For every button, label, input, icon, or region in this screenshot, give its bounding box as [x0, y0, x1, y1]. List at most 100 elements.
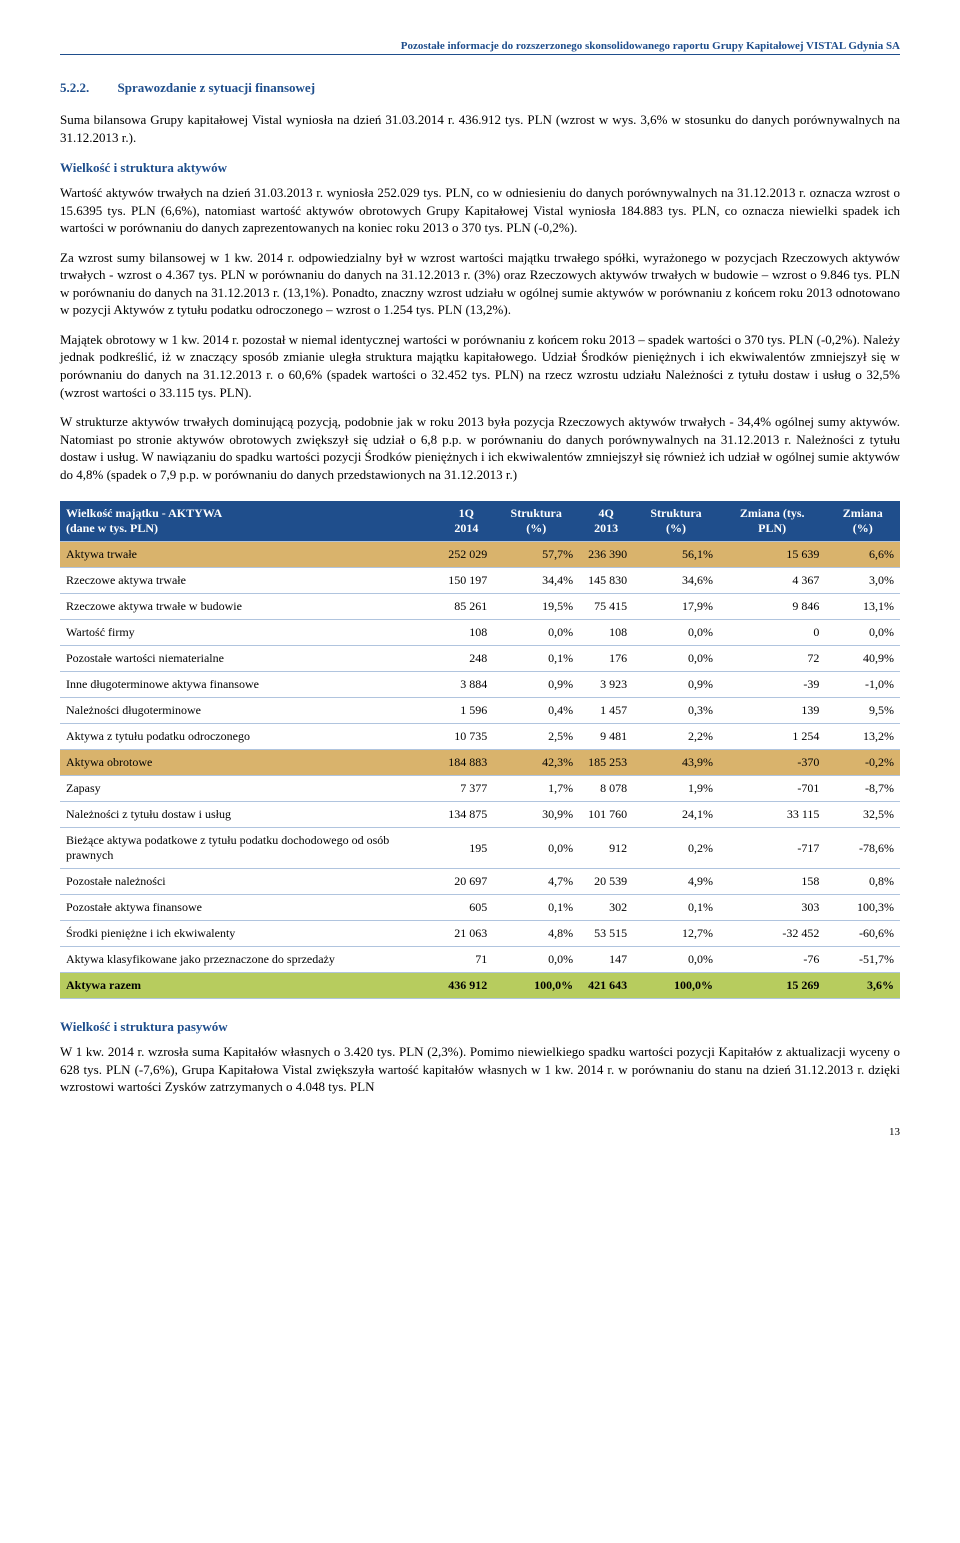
table-cell: 134 875	[439, 802, 493, 828]
table-cell: 0,0%	[493, 620, 579, 646]
th-struct2: Struktura (%)	[633, 501, 719, 542]
table-cell: 436 912	[439, 973, 493, 999]
table-cell: 176	[579, 646, 633, 672]
section-title: 5.2.2. Sprawozdanie z sytuacji finansowe…	[60, 80, 900, 96]
table-cell: 32,5%	[825, 802, 900, 828]
table-cell: 248	[439, 646, 493, 672]
table-cell: -370	[719, 750, 825, 776]
table-row: Aktywa klasyfikowane jako przeznaczone d…	[60, 947, 900, 973]
table-cell: -32 452	[719, 921, 825, 947]
table-cell: 34,6%	[633, 568, 719, 594]
para-5: W strukturze aktywów trwałych dominującą…	[60, 413, 900, 483]
table-cell: Pozostałe należności	[60, 869, 439, 895]
table-cell: Wartość firmy	[60, 620, 439, 646]
table-cell: Inne długoterminowe aktywa finansowe	[60, 672, 439, 698]
table-cell: 303	[719, 895, 825, 921]
table-cell: 252 029	[439, 542, 493, 568]
table-cell: 0,9%	[493, 672, 579, 698]
table-cell: 40,9%	[825, 646, 900, 672]
table-cell: Aktywa obrotowe	[60, 750, 439, 776]
th-4q2013: 4Q 2013	[579, 501, 633, 542]
page-number: 13	[60, 1126, 900, 1138]
table-header-row: Wielkość majątku - AKTYWA (dane w tys. P…	[60, 501, 900, 542]
table-cell: 4,7%	[493, 869, 579, 895]
table-cell: -39	[719, 672, 825, 698]
table-cell: 13,2%	[825, 724, 900, 750]
table-cell: 3,6%	[825, 973, 900, 999]
table-cell: Aktywa trwałe	[60, 542, 439, 568]
table-cell: Rzeczowe aktywa trwałe	[60, 568, 439, 594]
subhead-liabilities: Wielkość i struktura pasywów	[60, 1019, 900, 1035]
table-cell: 100,0%	[493, 973, 579, 999]
table-cell: 0,1%	[493, 646, 579, 672]
table-cell: 1,7%	[493, 776, 579, 802]
section-heading: Sprawozdanie z sytuacji finansowej	[118, 80, 316, 95]
table-row: Rzeczowe aktywa trwałe150 19734,4%145 83…	[60, 568, 900, 594]
table-cell: Rzeczowe aktywa trwałe w budowie	[60, 594, 439, 620]
table-cell: 0,0%	[633, 646, 719, 672]
th-struct1: Struktura (%)	[493, 501, 579, 542]
table-cell: Pozostałe wartości niematerialne	[60, 646, 439, 672]
table-cell: 0,0%	[633, 620, 719, 646]
table-cell: -51,7%	[825, 947, 900, 973]
table-cell: Aktywa klasyfikowane jako przeznaczone d…	[60, 947, 439, 973]
table-cell: 0,1%	[493, 895, 579, 921]
section-number: 5.2.2.	[60, 80, 89, 95]
table-cell: 43,9%	[633, 750, 719, 776]
para-3: Za wzrost sumy bilansowej w 1 kw. 2014 r…	[60, 249, 900, 319]
table-row: Inne długoterminowe aktywa finansowe3 88…	[60, 672, 900, 698]
table-cell: 158	[719, 869, 825, 895]
subhead-assets: Wielkość i struktura aktywów	[60, 160, 900, 176]
table-cell: Należności długoterminowe	[60, 698, 439, 724]
table-cell: 101 760	[579, 802, 633, 828]
table-cell: 21 063	[439, 921, 493, 947]
table-cell: 13,1%	[825, 594, 900, 620]
th-change-pct: Zmiana (%)	[825, 501, 900, 542]
table-cell: 2,2%	[633, 724, 719, 750]
table-row: Pozostałe należności20 6974,7%20 5394,9%…	[60, 869, 900, 895]
table-row: Pozostałe wartości niematerialne2480,1%1…	[60, 646, 900, 672]
table-cell: 4,8%	[493, 921, 579, 947]
table-cell: 1 254	[719, 724, 825, 750]
table-cell: -78,6%	[825, 828, 900, 869]
table-cell: 4 367	[719, 568, 825, 594]
para-1: Suma bilansowa Grupy kapitałowej Vistal …	[60, 111, 900, 146]
table-cell: 71	[439, 947, 493, 973]
table-row: Należności długoterminowe1 5960,4%1 4570…	[60, 698, 900, 724]
table-cell: -0,2%	[825, 750, 900, 776]
table-row: Aktywa trwałe252 02957,7%236 39056,1%15 …	[60, 542, 900, 568]
table-cell: 3 923	[579, 672, 633, 698]
table-cell: 30,9%	[493, 802, 579, 828]
table-cell: 24,1%	[633, 802, 719, 828]
table-cell: -8,7%	[825, 776, 900, 802]
table-cell: 57,7%	[493, 542, 579, 568]
table-row: Należności z tytułu dostaw i usług134 87…	[60, 802, 900, 828]
table-cell: 0,3%	[633, 698, 719, 724]
table-cell: 100,0%	[633, 973, 719, 999]
table-cell: 56,1%	[633, 542, 719, 568]
table-cell: 9,5%	[825, 698, 900, 724]
table-cell: 0,0%	[493, 828, 579, 869]
table-cell: 33 115	[719, 802, 825, 828]
assets-table: Wielkość majątku - AKTYWA (dane w tys. P…	[60, 501, 900, 999]
table-row: Rzeczowe aktywa trwałe w budowie85 26119…	[60, 594, 900, 620]
para-4: Majątek obrotowy w 1 kw. 2014 r. pozosta…	[60, 331, 900, 401]
table-cell: 302	[579, 895, 633, 921]
table-cell: 19,5%	[493, 594, 579, 620]
table-row: Aktywa obrotowe184 88342,3%185 25343,9%-…	[60, 750, 900, 776]
table-cell: 0,1%	[633, 895, 719, 921]
table-cell: 139	[719, 698, 825, 724]
table-row: Wartość firmy1080,0%1080,0%00,0%	[60, 620, 900, 646]
table-cell: 108	[579, 620, 633, 646]
table-cell: 0,8%	[825, 869, 900, 895]
table-cell: 0,0%	[825, 620, 900, 646]
table-cell: Pozostałe aktywa finansowe	[60, 895, 439, 921]
table-cell: 145 830	[579, 568, 633, 594]
table-cell: 20 697	[439, 869, 493, 895]
table-cell: -1,0%	[825, 672, 900, 698]
th-label: Wielkość majątku - AKTYWA (dane w tys. P…	[60, 501, 439, 542]
table-cell: 100,3%	[825, 895, 900, 921]
table-cell: 1 457	[579, 698, 633, 724]
table-cell: 42,3%	[493, 750, 579, 776]
table-cell: 72	[719, 646, 825, 672]
